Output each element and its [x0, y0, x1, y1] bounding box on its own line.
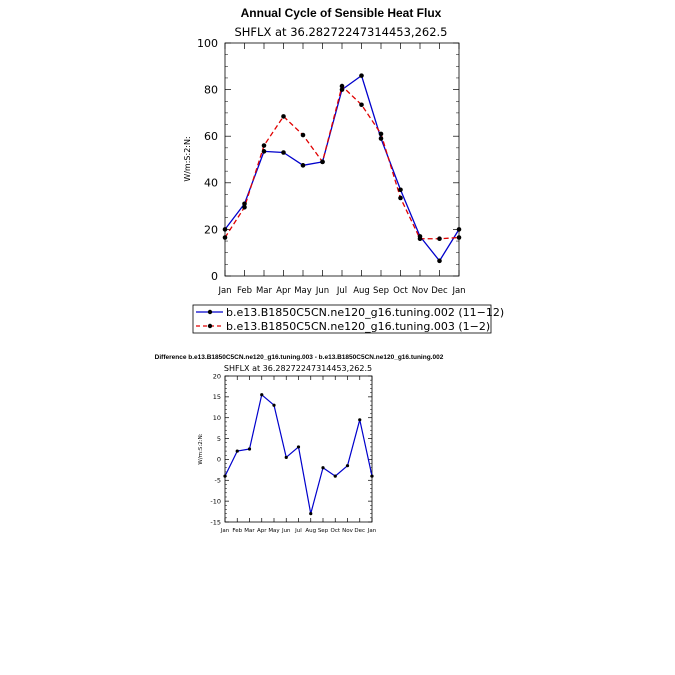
x-tick-label: May [294, 286, 312, 296]
series-1-point [333, 474, 337, 478]
series-1-point [456, 227, 462, 232]
x-tick-label: Sep [318, 528, 329, 534]
series-1-point [309, 512, 313, 516]
series-2-point [242, 204, 247, 210]
series-1-point [296, 445, 301, 449]
y-tick-label: 80 [204, 83, 218, 96]
x-tick-label: Nov [342, 528, 353, 534]
series-1-point [437, 258, 442, 264]
legend-label-series-2: b.e13.B1850C5CN.ne120_g16.tuning.003 (1−… [226, 320, 490, 333]
x-tick-label: Apr [257, 528, 267, 534]
series-1-point [247, 447, 252, 451]
series-1-line [224, 394, 373, 515]
series-2-point [320, 159, 325, 165]
series-2-point [300, 132, 306, 138]
legend-frame [192, 304, 492, 334]
series-1-point [370, 474, 374, 478]
x-tick-label: Sep [373, 286, 389, 296]
series-1-point [281, 150, 286, 155]
x-tick-label: Jul [294, 528, 302, 534]
series-1-point [260, 393, 264, 397]
bottom-chart-ylabel: W/m:S:2:N: [198, 433, 204, 464]
legend-marker-series-2 [207, 323, 213, 329]
series-1-point [261, 149, 267, 154]
series-2-point [456, 235, 462, 240]
series-1-point [378, 136, 384, 141]
x-tick-label: Jan [220, 528, 230, 534]
series-1-line [224, 74, 460, 262]
x-tick-label: Dec [431, 286, 448, 296]
series-1-point [358, 418, 362, 422]
y-tick-label: 0 [217, 456, 221, 464]
series-2-point [339, 83, 345, 89]
legend-label-series-1: b.e13.B1850C5CN.ne120_g16.tuning.002 (11… [226, 306, 504, 319]
y-tick-label: 20 [204, 223, 218, 236]
series-1-point [345, 464, 350, 468]
x-tick-label: May [268, 528, 280, 534]
legend-marker-series-1 [207, 309, 213, 315]
x-tick-label: Nov [412, 286, 429, 296]
bottom-chart: Difference b.e13.B1850C5CN.ne120_g16.tun… [155, 354, 444, 534]
series-1-point [339, 87, 345, 92]
series-1-point [242, 201, 247, 207]
series-1-point [321, 466, 325, 470]
top-chart-plot-area: 0 20 40 60 80 100 Jan Feb Mar Apr May Jun Jul Aug Sep O… [197, 37, 466, 296]
series-1-point [235, 449, 239, 453]
x-tick-label: Oct [393, 286, 408, 296]
series-2-point [378, 131, 384, 137]
x-tick-label: Aug [353, 286, 370, 296]
top-chart-ylabel: W/m:S:2:N: [183, 136, 192, 181]
x-tick-label: Jan [217, 286, 231, 296]
x-tick-label: Jun [315, 286, 329, 296]
series-1-point [272, 403, 276, 407]
y-tick-label: 10 [213, 414, 221, 422]
x-tick-label: Jan [451, 286, 465, 296]
series-2-point [359, 102, 364, 108]
series-2-point [417, 236, 423, 242]
series-1-point [223, 474, 227, 478]
bottom-chart-title: Difference b.e13.B1850C5CN.ne120_g16.tun… [155, 354, 444, 361]
y-tick-label: -5 [215, 477, 221, 485]
x-tick-label: Jun [281, 528, 291, 534]
top-chart-subtitle: SHFLX at 36.28272247314453,262.5 [234, 25, 447, 39]
series-1-point [284, 455, 288, 459]
y-tick-label: 0 [211, 270, 218, 283]
series-2-point [398, 195, 403, 201]
bottom-chart-subtitle: SHFLX at 36.28272247314453,262.5 [224, 364, 372, 373]
series-2-point [281, 114, 286, 119]
y-tick-label: 20 [213, 372, 221, 380]
top-chart: Annual Cycle of Sensible Heat Flux SHFLX… [183, 6, 504, 334]
series-1-point [222, 227, 228, 232]
x-tick-label: Oct [330, 528, 340, 534]
x-tick-label: Mar [244, 528, 255, 534]
x-tick-label: Jul [336, 286, 347, 296]
x-tick-label: Dec [354, 528, 365, 534]
series-1-point [398, 187, 403, 193]
top-chart-legend: b.e13.B1850C5CN.ne120_g16.tuning.002 (11… [192, 304, 504, 334]
x-tick-label: Mar [256, 286, 273, 296]
series-2-point [222, 235, 228, 240]
y-tick-label: -15 [210, 518, 221, 526]
x-tick-label: Feb [237, 286, 252, 296]
series-2-point [261, 143, 267, 148]
y-tick-label: 40 [204, 177, 218, 190]
x-tick-label: Aug [305, 528, 316, 534]
x-tick-label: Jan [367, 528, 377, 534]
y-tick-label: 60 [204, 130, 218, 143]
series-1-point [300, 163, 306, 168]
y-tick-label: 100 [197, 37, 218, 50]
x-tick-label: Apr [276, 286, 291, 296]
y-tick-label: 5 [217, 435, 221, 443]
series-2-point [437, 236, 442, 242]
y-tick-label: -10 [210, 497, 221, 505]
x-tick-label: Feb [232, 528, 242, 534]
top-chart-title: Annual Cycle of Sensible Heat Flux [241, 6, 442, 20]
series-1-point [359, 73, 364, 78]
y-tick-label: 15 [213, 393, 221, 401]
